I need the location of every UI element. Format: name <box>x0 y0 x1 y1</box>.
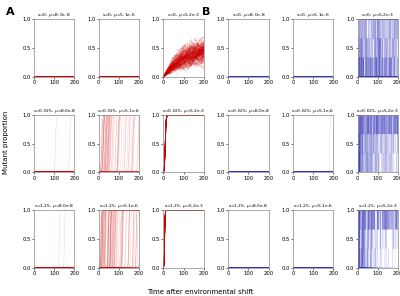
Title: s=0.625, $\mu$=8.0e-8: s=0.625, $\mu$=8.0e-8 <box>32 107 76 115</box>
Title: s=1.25, $\mu$=8.0e-8: s=1.25, $\mu$=8.0e-8 <box>228 202 268 210</box>
Title: s=0, $\mu$=5.1e-6: s=0, $\mu$=5.1e-6 <box>296 11 330 19</box>
Text: B: B <box>202 7 210 17</box>
Title: s=1.25, $\mu$=5.2e-3: s=1.25, $\mu$=5.2e-3 <box>358 202 398 210</box>
Text: Mutant proportion: Mutant proportion <box>3 110 9 174</box>
Title: s=0, $\mu$=8.0e-8: s=0, $\mu$=8.0e-8 <box>38 11 71 19</box>
Title: s=1.25, $\mu$=8.0e-8: s=1.25, $\mu$=8.0e-8 <box>34 202 74 210</box>
Title: s=0.625, $\mu$=5.2e-3: s=0.625, $\mu$=5.2e-3 <box>356 107 399 115</box>
Text: Time after environmental shift: Time after environmental shift <box>147 289 253 295</box>
Title: s=0, $\mu$=5.1e-6: s=0, $\mu$=5.1e-6 <box>102 11 136 19</box>
Title: s=0.625, $\mu$=5.2e-3: s=0.625, $\mu$=5.2e-3 <box>162 107 205 115</box>
Title: s=1.25, $\mu$=5.1e-6: s=1.25, $\mu$=5.1e-6 <box>99 202 139 210</box>
Title: s=0, $\mu$=5.2e-3: s=0, $\mu$=5.2e-3 <box>167 11 200 19</box>
Title: s=0.625, $\mu$=8.0e-8: s=0.625, $\mu$=8.0e-8 <box>227 107 270 115</box>
Text: A: A <box>6 7 15 17</box>
Title: s=0.625, $\mu$=5.1e-6: s=0.625, $\mu$=5.1e-6 <box>97 107 141 115</box>
Title: s=0, $\mu$=8.0e-8: s=0, $\mu$=8.0e-8 <box>232 11 265 19</box>
Title: s=1.25, $\mu$=5.1e-6: s=1.25, $\mu$=5.1e-6 <box>293 202 333 210</box>
Title: s=0, $\mu$=5.2e-3: s=0, $\mu$=5.2e-3 <box>361 11 394 19</box>
Title: s=0.625, $\mu$=5.1e-6: s=0.625, $\mu$=5.1e-6 <box>291 107 335 115</box>
Title: s=1.25, $\mu$=5.2e-3: s=1.25, $\mu$=5.2e-3 <box>164 202 204 210</box>
